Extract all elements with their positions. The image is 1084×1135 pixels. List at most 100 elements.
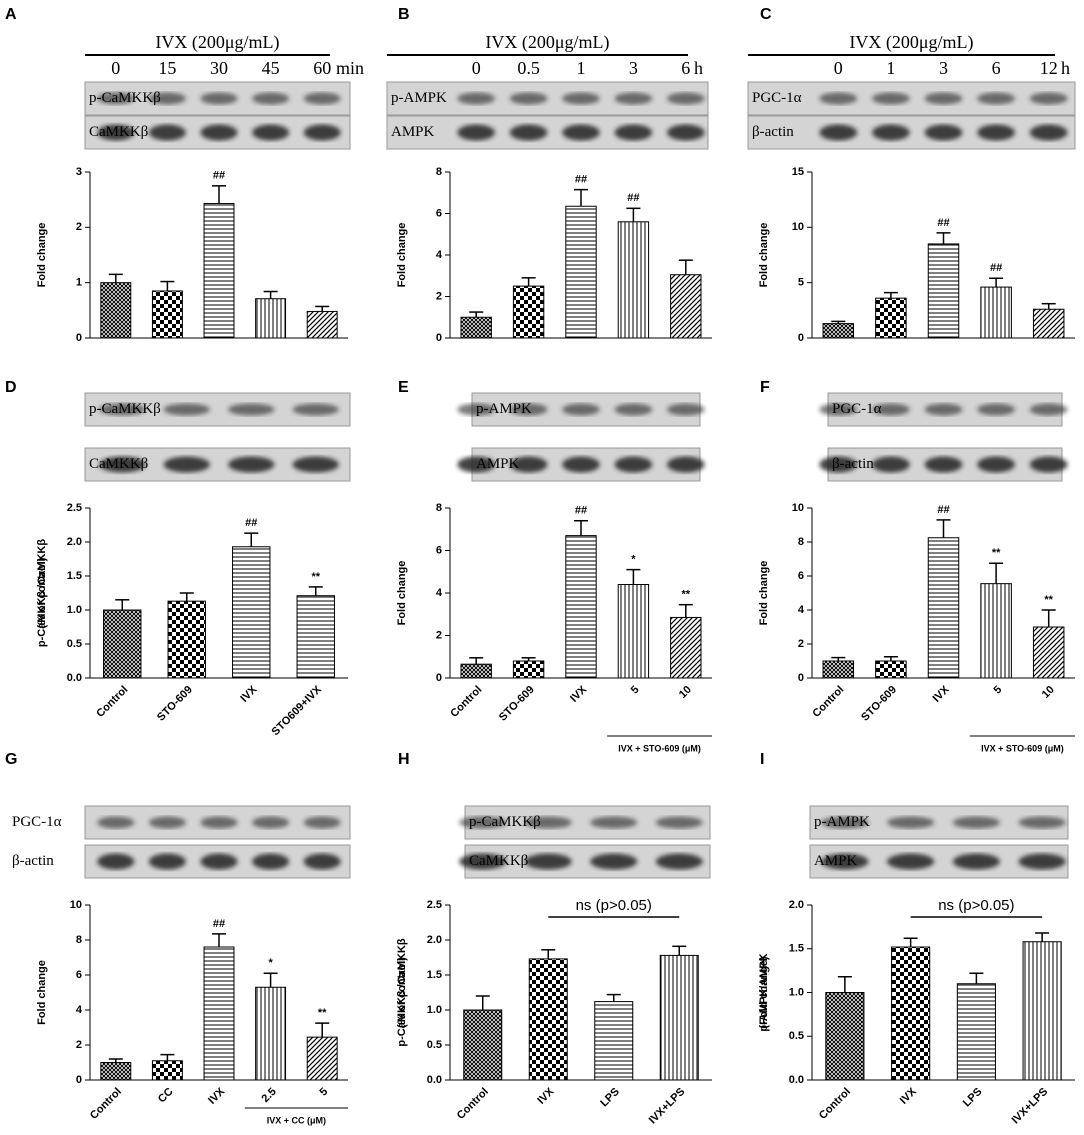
y-tick-label: 8 — [436, 502, 442, 514]
y-tick-label: 2 — [436, 290, 442, 302]
blot-band — [666, 403, 705, 416]
lane-label: 0 — [472, 58, 481, 78]
bar — [956, 983, 996, 1081]
bar — [822, 660, 855, 679]
blot-band — [292, 403, 339, 416]
significance-label: ** — [318, 1007, 327, 1019]
blot-band — [163, 456, 210, 473]
blot-band — [871, 403, 910, 416]
blot-band — [509, 124, 548, 141]
blot-label: β-actin — [752, 124, 794, 140]
lane-label: 60 — [313, 58, 331, 78]
panel-letter: H — [398, 751, 410, 768]
significance-label: ## — [213, 918, 225, 930]
y-tick-label: 8 — [798, 536, 804, 548]
lane-label: 1 — [886, 58, 895, 78]
x-tick-label: STO-609 — [497, 684, 537, 724]
x-tick-label: IVX — [898, 1085, 919, 1106]
blot-band — [614, 124, 653, 141]
y-tick-label: 2.5 — [67, 502, 82, 514]
blot-band — [924, 124, 963, 141]
significance-label: ** — [311, 571, 320, 583]
lane-label: 0 — [111, 58, 120, 78]
blot-label: p-CaMKKβ — [469, 814, 541, 830]
bar — [825, 992, 865, 1081]
bar — [151, 1060, 183, 1081]
blot-label: p-CaMKKβ — [89, 401, 161, 417]
blot-band — [1018, 853, 1066, 870]
lane-label: 12 — [1040, 58, 1058, 78]
x-tick-label: IVX — [535, 1085, 556, 1106]
group-label: IVX + STO-609 (μM) — [981, 743, 1064, 753]
bar — [670, 274, 702, 339]
blot-band — [952, 816, 1001, 829]
bar — [891, 946, 931, 1081]
y-tick-label: 2 — [76, 1039, 82, 1051]
blot-band — [252, 124, 290, 141]
panel-letter: I — [760, 751, 764, 768]
blot-band — [228, 403, 275, 416]
y-tick-label: 8 — [76, 934, 82, 946]
y-tick-label: 0.0 — [427, 1074, 442, 1086]
y-tick-label: 0 — [76, 1074, 82, 1086]
blot-band — [524, 853, 572, 870]
blot-band — [952, 853, 1001, 870]
y-tick-label: 1 — [76, 277, 82, 289]
bracket-label: ns (p>0.05) — [576, 897, 652, 914]
x-tick-label: 5 — [629, 684, 642, 697]
blot-band — [819, 456, 858, 473]
y-tick-label: 2 — [76, 221, 82, 233]
treatment-header: IVX (200μg/mL) — [155, 32, 279, 53]
y-tick-label: 0 — [798, 672, 804, 684]
blot-label: CaMKKβ — [89, 124, 148, 140]
x-tick-label: 10 — [1040, 684, 1057, 701]
y-axis-label: p-CaMKKβ /CaMKKβ — [396, 938, 408, 1046]
bar — [100, 1062, 132, 1081]
x-tick-label: IVX — [206, 1085, 227, 1106]
y-axis-label: Fold change — [396, 561, 408, 626]
y-tick-label: 0.0 — [67, 672, 82, 684]
bar — [296, 595, 335, 679]
y-axis-label: Fold change — [36, 960, 48, 1025]
blot-band — [200, 853, 238, 870]
x-tick-label: 2.5 — [259, 1086, 278, 1105]
blot-band — [292, 456, 339, 473]
blot-band — [562, 124, 600, 141]
x-tick-label: IVX — [238, 683, 259, 704]
blot-band — [457, 124, 496, 141]
y-tick-label: 0.5 — [789, 1030, 804, 1042]
blot-label: p-AMPK — [814, 814, 870, 830]
y-tick-label: 1.0 — [789, 986, 804, 998]
lane-unit: h — [694, 58, 703, 78]
panel-letter: D — [5, 379, 17, 396]
y-tick-label: 6 — [436, 207, 442, 219]
blot-label: AMPK — [814, 853, 858, 869]
blot-band — [303, 853, 341, 870]
y-tick-label: 1.5 — [67, 570, 82, 582]
bar — [875, 660, 907, 679]
x-tick-label: STO-609 — [859, 684, 899, 724]
bar — [594, 1001, 634, 1081]
blot — [386, 115, 709, 150]
significance-label: * — [268, 957, 273, 969]
bar — [512, 660, 545, 679]
blot-band — [821, 853, 869, 870]
y-tick-label: 0 — [436, 672, 442, 684]
panel-letter: F — [760, 379, 770, 396]
bar — [306, 310, 338, 339]
lane-label: 15 — [158, 58, 176, 78]
y-tick-label: 1.5 — [789, 943, 804, 955]
bar — [463, 1009, 503, 1081]
x-tick-label: 10 — [677, 684, 694, 701]
blot-band — [459, 816, 507, 829]
significance-label: ## — [575, 174, 587, 186]
blot-band — [97, 816, 135, 829]
blot-band — [148, 816, 186, 829]
y-tick-label: 1.0 — [67, 604, 82, 616]
treatment-header: IVX (200μg/mL) — [485, 32, 609, 53]
blot-band — [886, 816, 935, 829]
blot-band — [163, 403, 210, 416]
bar — [565, 205, 597, 339]
blot-label: β-actin — [832, 456, 874, 472]
